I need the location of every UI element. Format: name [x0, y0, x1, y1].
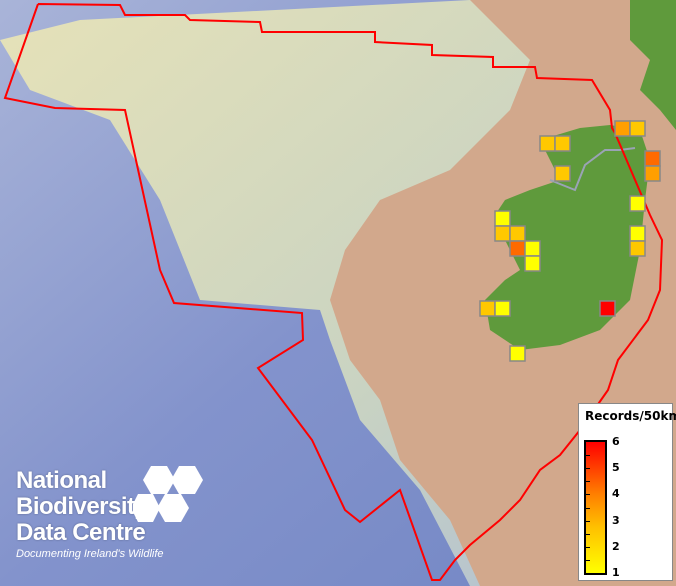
record-cell[interactable]	[524, 240, 541, 257]
color-ramp	[584, 440, 607, 575]
nbdc-logo: National Biodiversity Data Centre Docume…	[16, 467, 164, 561]
hexagon-logo-icon	[133, 466, 203, 522]
legend-tick	[586, 533, 590, 535]
record-cell[interactable]	[494, 225, 511, 242]
legend-tick	[586, 468, 590, 470]
ireland-land	[485, 125, 650, 350]
legend-tick-label: 2	[612, 539, 620, 553]
britain-land	[630, 0, 676, 130]
record-cell[interactable]	[629, 225, 646, 242]
legend-tick	[586, 455, 590, 457]
record-cell[interactable]	[494, 210, 511, 227]
legend-tick-label: 1	[612, 566, 620, 579]
record-cell[interactable]	[524, 255, 541, 272]
eez-boundary	[3, 3, 664, 581]
logo-tagline: Documenting Ireland's Wildlife	[16, 548, 164, 560]
record-cell[interactable]	[614, 120, 631, 137]
legend-tick-label: 6	[612, 435, 620, 448]
record-cell[interactable]	[509, 225, 526, 242]
legend-tick	[586, 481, 590, 483]
record-cell[interactable]	[509, 345, 526, 362]
legend-tick	[586, 559, 590, 561]
map-legend: Records/50km 6 5 4 3 2 1	[578, 403, 676, 581]
record-cell[interactable]	[644, 165, 661, 182]
record-cell[interactable]	[644, 150, 661, 167]
record-cell[interactable]	[629, 240, 646, 257]
record-cell[interactable]	[494, 300, 511, 317]
legend-tick-label: 5	[612, 461, 620, 475]
record-cell[interactable]	[554, 165, 571, 182]
legend-tick	[586, 507, 590, 509]
record-cell[interactable]	[509, 240, 526, 257]
logo-line-1: National	[16, 467, 107, 494]
legend-tick-label: 3	[612, 513, 620, 527]
record-cell[interactable]	[479, 300, 496, 317]
record-cell[interactable]	[599, 300, 616, 317]
record-cell[interactable]	[629, 195, 646, 212]
legend-title: Records/50km	[585, 409, 676, 423]
legend-tick	[586, 546, 590, 548]
record-cell[interactable]	[629, 120, 646, 137]
legend-tick-label: 4	[612, 487, 620, 501]
legend-tick	[586, 494, 590, 496]
record-cell[interactable]	[554, 135, 571, 152]
record-cell[interactable]	[539, 135, 556, 152]
record-cells	[479, 120, 661, 362]
logo-line-2: Biodiversity	[16, 493, 148, 520]
legend-tick	[586, 520, 590, 522]
logo-line-3: Data Centre	[16, 519, 146, 546]
